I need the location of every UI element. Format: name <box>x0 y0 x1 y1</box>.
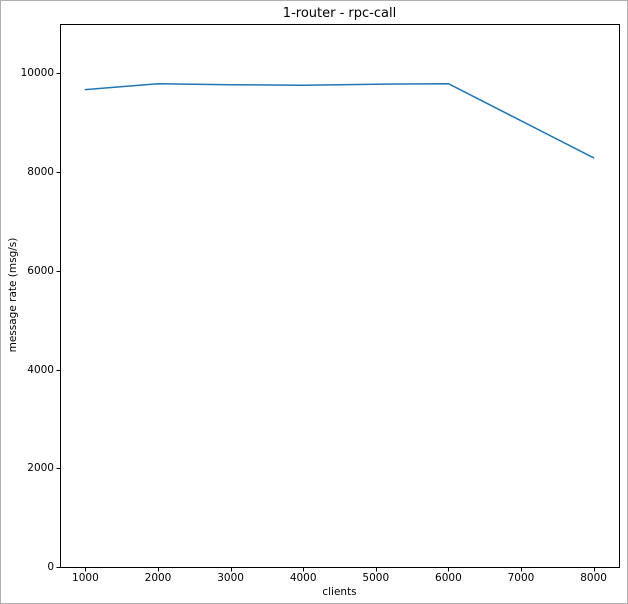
y-tick-label: 10000 <box>20 67 54 80</box>
y-tick-label: 2000 <box>27 462 54 475</box>
axes-frame <box>60 24 620 568</box>
x-tick-label: 6000 <box>435 572 462 584</box>
x-tick-label: 8000 <box>580 572 607 584</box>
y-tick-label: 0 <box>47 561 54 573</box>
x-tick-label: 3000 <box>217 572 244 584</box>
x-tick-label: 2000 <box>144 572 172 584</box>
x-axis-label: clients <box>322 586 357 598</box>
y-tick-label: 8000 <box>27 166 54 179</box>
x-tick-label: 4000 <box>289 572 317 584</box>
data-line-rpc-call <box>84 82 595 159</box>
y-tick-label: 6000 <box>27 264 54 277</box>
y-tick-label: 4000 <box>27 363 54 376</box>
x-tick-label: 7000 <box>507 572 535 584</box>
chart-title: 1-router - rpc-call <box>282 6 397 21</box>
x-tick-label: 1000 <box>72 572 99 584</box>
x-tick-label: 5000 <box>362 572 390 584</box>
